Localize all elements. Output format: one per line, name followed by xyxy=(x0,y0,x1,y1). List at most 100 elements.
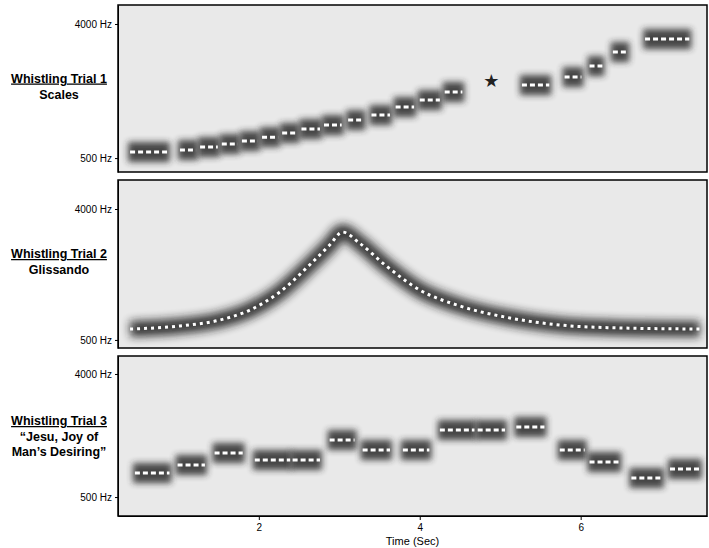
y-tick-mark xyxy=(115,374,118,375)
spectral-band xyxy=(130,232,700,329)
spectral-band xyxy=(291,450,322,470)
plot-area xyxy=(133,417,702,488)
panel-title: Whistling Trial 3 xyxy=(11,414,107,428)
pitch-dash xyxy=(135,472,170,475)
x-axis: 2 4 6 xyxy=(119,516,708,533)
x-axis-line xyxy=(119,516,708,517)
y-axis: 500 Hz 4000 Hz xyxy=(75,6,119,173)
spectral-band xyxy=(369,105,392,125)
y-axis-line xyxy=(118,6,119,173)
y-axis-line xyxy=(118,181,119,349)
panel-subtitle: Man’s Desiring” xyxy=(12,445,107,459)
y-tick-label: 4000 Hz xyxy=(75,369,112,380)
y-tick-label: 4000 Hz xyxy=(75,19,112,30)
spectral-band xyxy=(394,97,417,117)
plot-background xyxy=(118,5,707,172)
pitch-dash xyxy=(130,151,168,154)
x-tick: 6 xyxy=(578,516,584,533)
pitch-dash xyxy=(478,429,505,432)
spectral-band xyxy=(253,450,292,470)
plot-area xyxy=(130,232,700,329)
spectral-band xyxy=(213,443,245,463)
x-tick: 4 xyxy=(417,516,423,533)
pitch-dash xyxy=(301,128,320,131)
x-tick-mark xyxy=(420,516,421,520)
y-tick-mark xyxy=(115,24,118,25)
spectral-band xyxy=(514,417,546,437)
pitch-dash xyxy=(590,65,603,68)
y-tick: 500 Hz xyxy=(80,335,118,346)
plot-background xyxy=(118,356,707,516)
spectral-band xyxy=(133,463,172,483)
pitch-dash xyxy=(613,51,627,54)
spectral-band xyxy=(443,82,465,102)
panel-2: 500 Hz 4000 Hz Whistling Trial 2 Glissando xyxy=(11,180,707,349)
y-tick-label: 4000 Hz xyxy=(75,204,112,215)
y-tick-mark xyxy=(115,497,118,498)
spectral-band xyxy=(588,56,605,76)
pitch-dash xyxy=(645,38,689,41)
x-axis-title: Time (Sec) xyxy=(386,535,439,547)
spectral-band xyxy=(563,67,584,87)
pitch-dash xyxy=(445,91,463,94)
panel-subtitle: Glissando xyxy=(29,263,90,277)
y-tick: 500 Hz xyxy=(80,153,118,164)
pitch-dash xyxy=(516,426,544,429)
pitch-dash xyxy=(590,461,620,464)
plot-frame xyxy=(118,356,707,516)
pitch-dash xyxy=(631,476,662,479)
x-tick-mark xyxy=(259,516,260,520)
spectral-band xyxy=(322,115,344,135)
y-tick: 4000 Hz xyxy=(75,204,118,215)
plot-frame xyxy=(118,5,707,172)
pitch-dash xyxy=(255,459,290,462)
y-tick-label: 500 Hz xyxy=(80,153,112,164)
pitch-dash xyxy=(403,449,430,452)
spectral-band xyxy=(280,123,299,143)
panel-1: ★ 500 Hz 4000 Hz Whistling Trial 1 Scales xyxy=(11,5,707,173)
plot-background xyxy=(118,180,707,348)
x-tick-mark xyxy=(581,516,582,520)
annotation: ★ xyxy=(483,70,499,91)
pitch-dash xyxy=(560,449,585,452)
pitch-dash xyxy=(363,449,390,452)
spectral-band xyxy=(198,137,220,157)
spectral-band xyxy=(346,110,365,130)
pitch-dash xyxy=(440,429,475,432)
spectral-band xyxy=(643,29,691,49)
spectral-band xyxy=(176,455,207,475)
panel-title: Whistling Trial 1 xyxy=(11,72,107,86)
pitch-dash xyxy=(293,459,320,462)
panel-title: Whistling Trial 2 xyxy=(11,247,107,261)
pitch-dash xyxy=(371,114,390,117)
spectral-band xyxy=(558,440,587,460)
pitch-dash xyxy=(420,99,440,102)
y-tick: 4000 Hz xyxy=(75,369,118,380)
spectral-band xyxy=(361,440,392,460)
spectral-band xyxy=(178,140,198,160)
pitch-dash xyxy=(565,76,582,79)
pitch-dash xyxy=(522,84,549,87)
pitch-dash xyxy=(180,149,196,152)
x-tick-label: 6 xyxy=(578,522,584,533)
x-tick-label: 4 xyxy=(417,522,423,533)
panel-3: 500 Hz4000 Hz246Time (Sec)Whistling Tria… xyxy=(11,356,707,547)
x-tick-label: 2 xyxy=(257,522,263,533)
pitch-dash xyxy=(262,136,278,139)
pitch-dash xyxy=(222,143,238,146)
pitch-dash xyxy=(330,438,355,441)
pitch-dash xyxy=(324,124,342,127)
plot-area xyxy=(128,29,691,162)
spectral-band xyxy=(260,127,280,147)
spectral-band xyxy=(588,452,622,472)
spectral-band xyxy=(401,440,432,460)
pitch-dash xyxy=(396,106,415,109)
spectral-band xyxy=(611,42,629,62)
pitch-dash xyxy=(670,468,700,471)
pitch-dash xyxy=(242,140,258,143)
spectral-band xyxy=(128,142,170,162)
spectral-band xyxy=(476,420,507,440)
pitch-dash xyxy=(178,464,205,467)
panel-subtitle: Scales xyxy=(39,88,79,102)
y-tick-mark xyxy=(115,209,118,210)
